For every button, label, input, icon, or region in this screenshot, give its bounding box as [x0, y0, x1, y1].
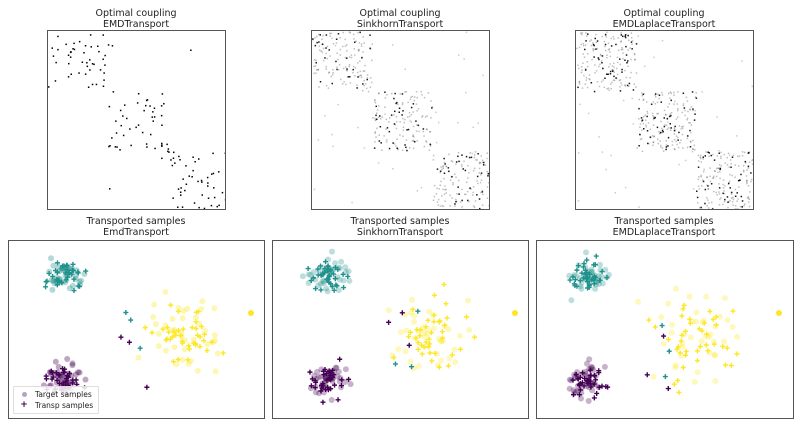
coupling-matrix-emd — [47, 30, 226, 210]
coupling-matrix-laplace — [575, 30, 754, 210]
legend-target-label: Target samples — [35, 390, 92, 399]
scatter-plot-sinkhorn — [272, 240, 529, 419]
legend-transp-label: Transp samples — [35, 401, 94, 410]
scatter-title-emd: Transported samples EmdTransport — [86, 216, 186, 238]
scatter-title-laplace: Transported samples EMDLaplaceTransport — [612, 216, 716, 238]
transp-marker-icon: + — [20, 400, 28, 410]
coupling-matrix-sinkhorn — [311, 30, 490, 210]
legend: Target samples + Transp samples — [13, 386, 100, 414]
target-marker-icon — [18, 389, 30, 400]
coupling-title-sinkhorn: Optimal coupling SinkhornTransport — [356, 8, 444, 30]
scatter-plot-laplace — [536, 240, 794, 419]
scatter-title-sinkhorn: Transported samples SinkhornTransport — [350, 216, 450, 238]
coupling-title-emd: Optimal coupling EMDTransport — [95, 8, 177, 30]
coupling-title-laplace: Optimal coupling EMDLaplaceTransport — [612, 8, 716, 30]
scatter-plot-emd: Target samples + Transp samples — [8, 240, 265, 419]
